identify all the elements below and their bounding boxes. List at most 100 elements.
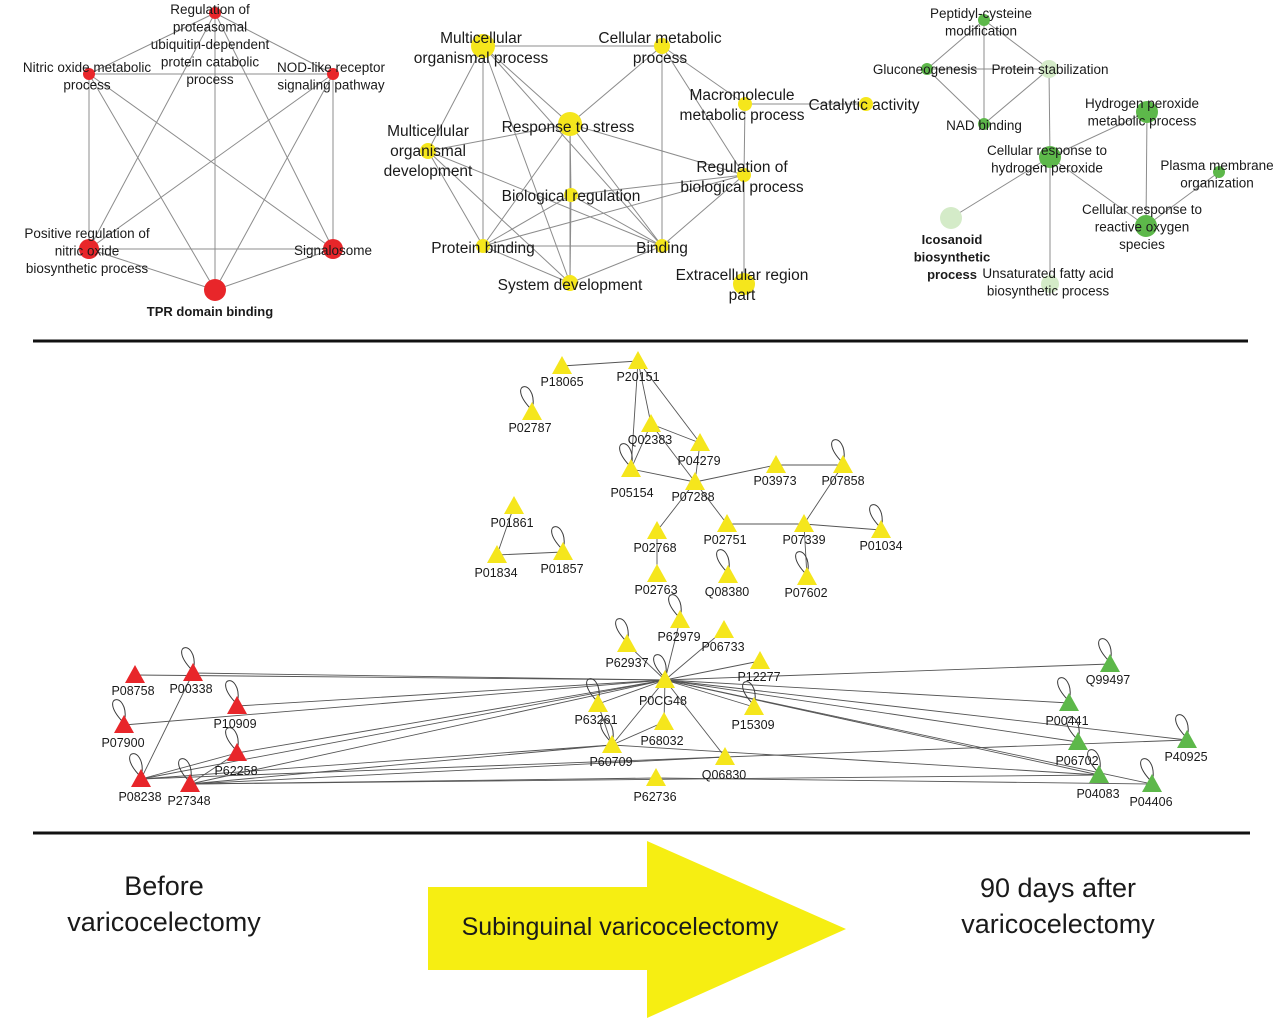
go-edge — [1049, 111, 1148, 158]
go-edge — [570, 174, 745, 196]
protein-edge — [650, 423, 701, 444]
go-edge — [926, 68, 985, 125]
protein-edge — [561, 360, 639, 367]
protein-triangle — [717, 514, 737, 532]
protein-triangle — [617, 634, 637, 652]
protein-edge — [496, 505, 515, 556]
go-term-label: biological process — [680, 179, 803, 196]
protein-triangle — [654, 712, 674, 730]
go-term-circle — [323, 239, 343, 259]
protein-label: Q06830 — [702, 768, 747, 782]
go-edge — [569, 194, 572, 284]
go-term-circle — [1213, 166, 1225, 178]
protein-node: P62736 — [633, 768, 677, 804]
go-edge — [482, 45, 571, 284]
protein-edge — [597, 679, 666, 705]
protein-edge — [140, 752, 238, 780]
protein-edge — [496, 551, 564, 556]
go-term-node: Regulation of biological process — [680, 159, 803, 196]
protein-triangle — [180, 774, 200, 792]
go-term-circle — [83, 68, 95, 80]
protein-edge — [630, 468, 696, 483]
protein-triangle — [641, 414, 661, 432]
go-term-label: process — [63, 78, 111, 93]
go-term-node: Protein stabilization — [991, 60, 1109, 78]
protein-label: P03973 — [753, 474, 796, 488]
go-term-label: Catalytic activity — [808, 97, 919, 114]
protein-node: P04083 — [1076, 749, 1120, 801]
protein-label: P02787 — [508, 421, 551, 435]
protein-label: P40925 — [1164, 750, 1207, 764]
protein-node: P02763 — [634, 564, 678, 597]
protein-edge — [236, 679, 666, 754]
go-term-label: Hydrogen peroxide — [1085, 96, 1199, 111]
go-edge — [427, 150, 571, 284]
self-loop — [129, 753, 143, 776]
go-term-circle — [655, 239, 669, 253]
go-term-label: hydrogen peroxide — [991, 161, 1103, 176]
protein-edge — [123, 679, 666, 726]
protein-edge — [189, 679, 666, 785]
protein-node: P0CG48 — [639, 654, 687, 708]
self-loop — [795, 551, 809, 574]
go-edge — [482, 45, 663, 247]
go-term-circle — [558, 112, 582, 136]
protein-triangle — [718, 565, 738, 583]
self-loop — [1175, 714, 1189, 737]
go-term-label: Signalosome — [294, 243, 372, 258]
go-edge — [482, 245, 571, 284]
go-term-node: Catalytic activity — [808, 97, 920, 114]
protein-triangle — [797, 567, 817, 585]
go-term-circle — [654, 38, 670, 54]
protein-label: P62979 — [657, 630, 700, 644]
self-loop — [716, 549, 730, 572]
go-term-node: Icosanoid biosynthetic process — [914, 207, 990, 282]
go-term-label: proteasomal — [173, 20, 247, 35]
protein-node: P07339 — [782, 514, 826, 547]
go-term-circle — [79, 239, 99, 259]
protein-node: P01834 — [474, 545, 518, 580]
self-loop — [225, 727, 239, 750]
go-edge — [88, 248, 216, 291]
protein-edge — [611, 679, 666, 746]
protein-edge — [803, 464, 844, 525]
go-term-label: Multicellular — [440, 30, 522, 47]
protein-node: Q02383 — [628, 414, 672, 447]
go-term-label: organization — [1180, 176, 1254, 191]
protein-node: P60709 — [589, 719, 633, 769]
go-term-node: Gluconeogenesis — [873, 62, 978, 77]
protein-triangle — [647, 564, 667, 582]
self-loop — [225, 680, 239, 703]
protein-label: P20151 — [616, 370, 659, 384]
go-edge — [570, 194, 663, 247]
protein-node: P02768 — [633, 521, 677, 555]
go-term-label: development — [384, 163, 473, 180]
protein-triangle — [766, 455, 786, 473]
go-term-circle — [1041, 275, 1059, 293]
protein-edge — [236, 679, 666, 707]
self-loop — [178, 758, 192, 781]
go-term-label: process — [186, 72, 234, 87]
protein-label: P01857 — [540, 562, 583, 576]
go-term-label: Icosanoid — [922, 232, 983, 247]
self-loop — [520, 386, 534, 409]
protein-node: P27348 — [167, 758, 211, 808]
protein-edge — [650, 423, 696, 483]
protein-triangle — [744, 697, 764, 715]
self-loop — [742, 681, 756, 704]
protein-edge — [189, 744, 613, 785]
protein-node: P05154 — [610, 443, 654, 500]
self-loop — [831, 439, 845, 462]
go-term-label: protein catabolic — [161, 55, 260, 70]
self-loop — [869, 504, 883, 527]
self-loop — [668, 594, 682, 617]
protein-label: P02763 — [634, 583, 677, 597]
caption-after-line1: 90 days after — [980, 873, 1136, 903]
go-term-node: Nitric oxide metabolic process — [23, 60, 152, 93]
go-term-node: Hydrogen peroxide metabolic process — [1085, 96, 1199, 129]
protein-edge — [134, 674, 666, 681]
protein-edge — [664, 679, 1079, 743]
go-term-node: Peptidyl-cysteine modification — [930, 6, 1032, 39]
